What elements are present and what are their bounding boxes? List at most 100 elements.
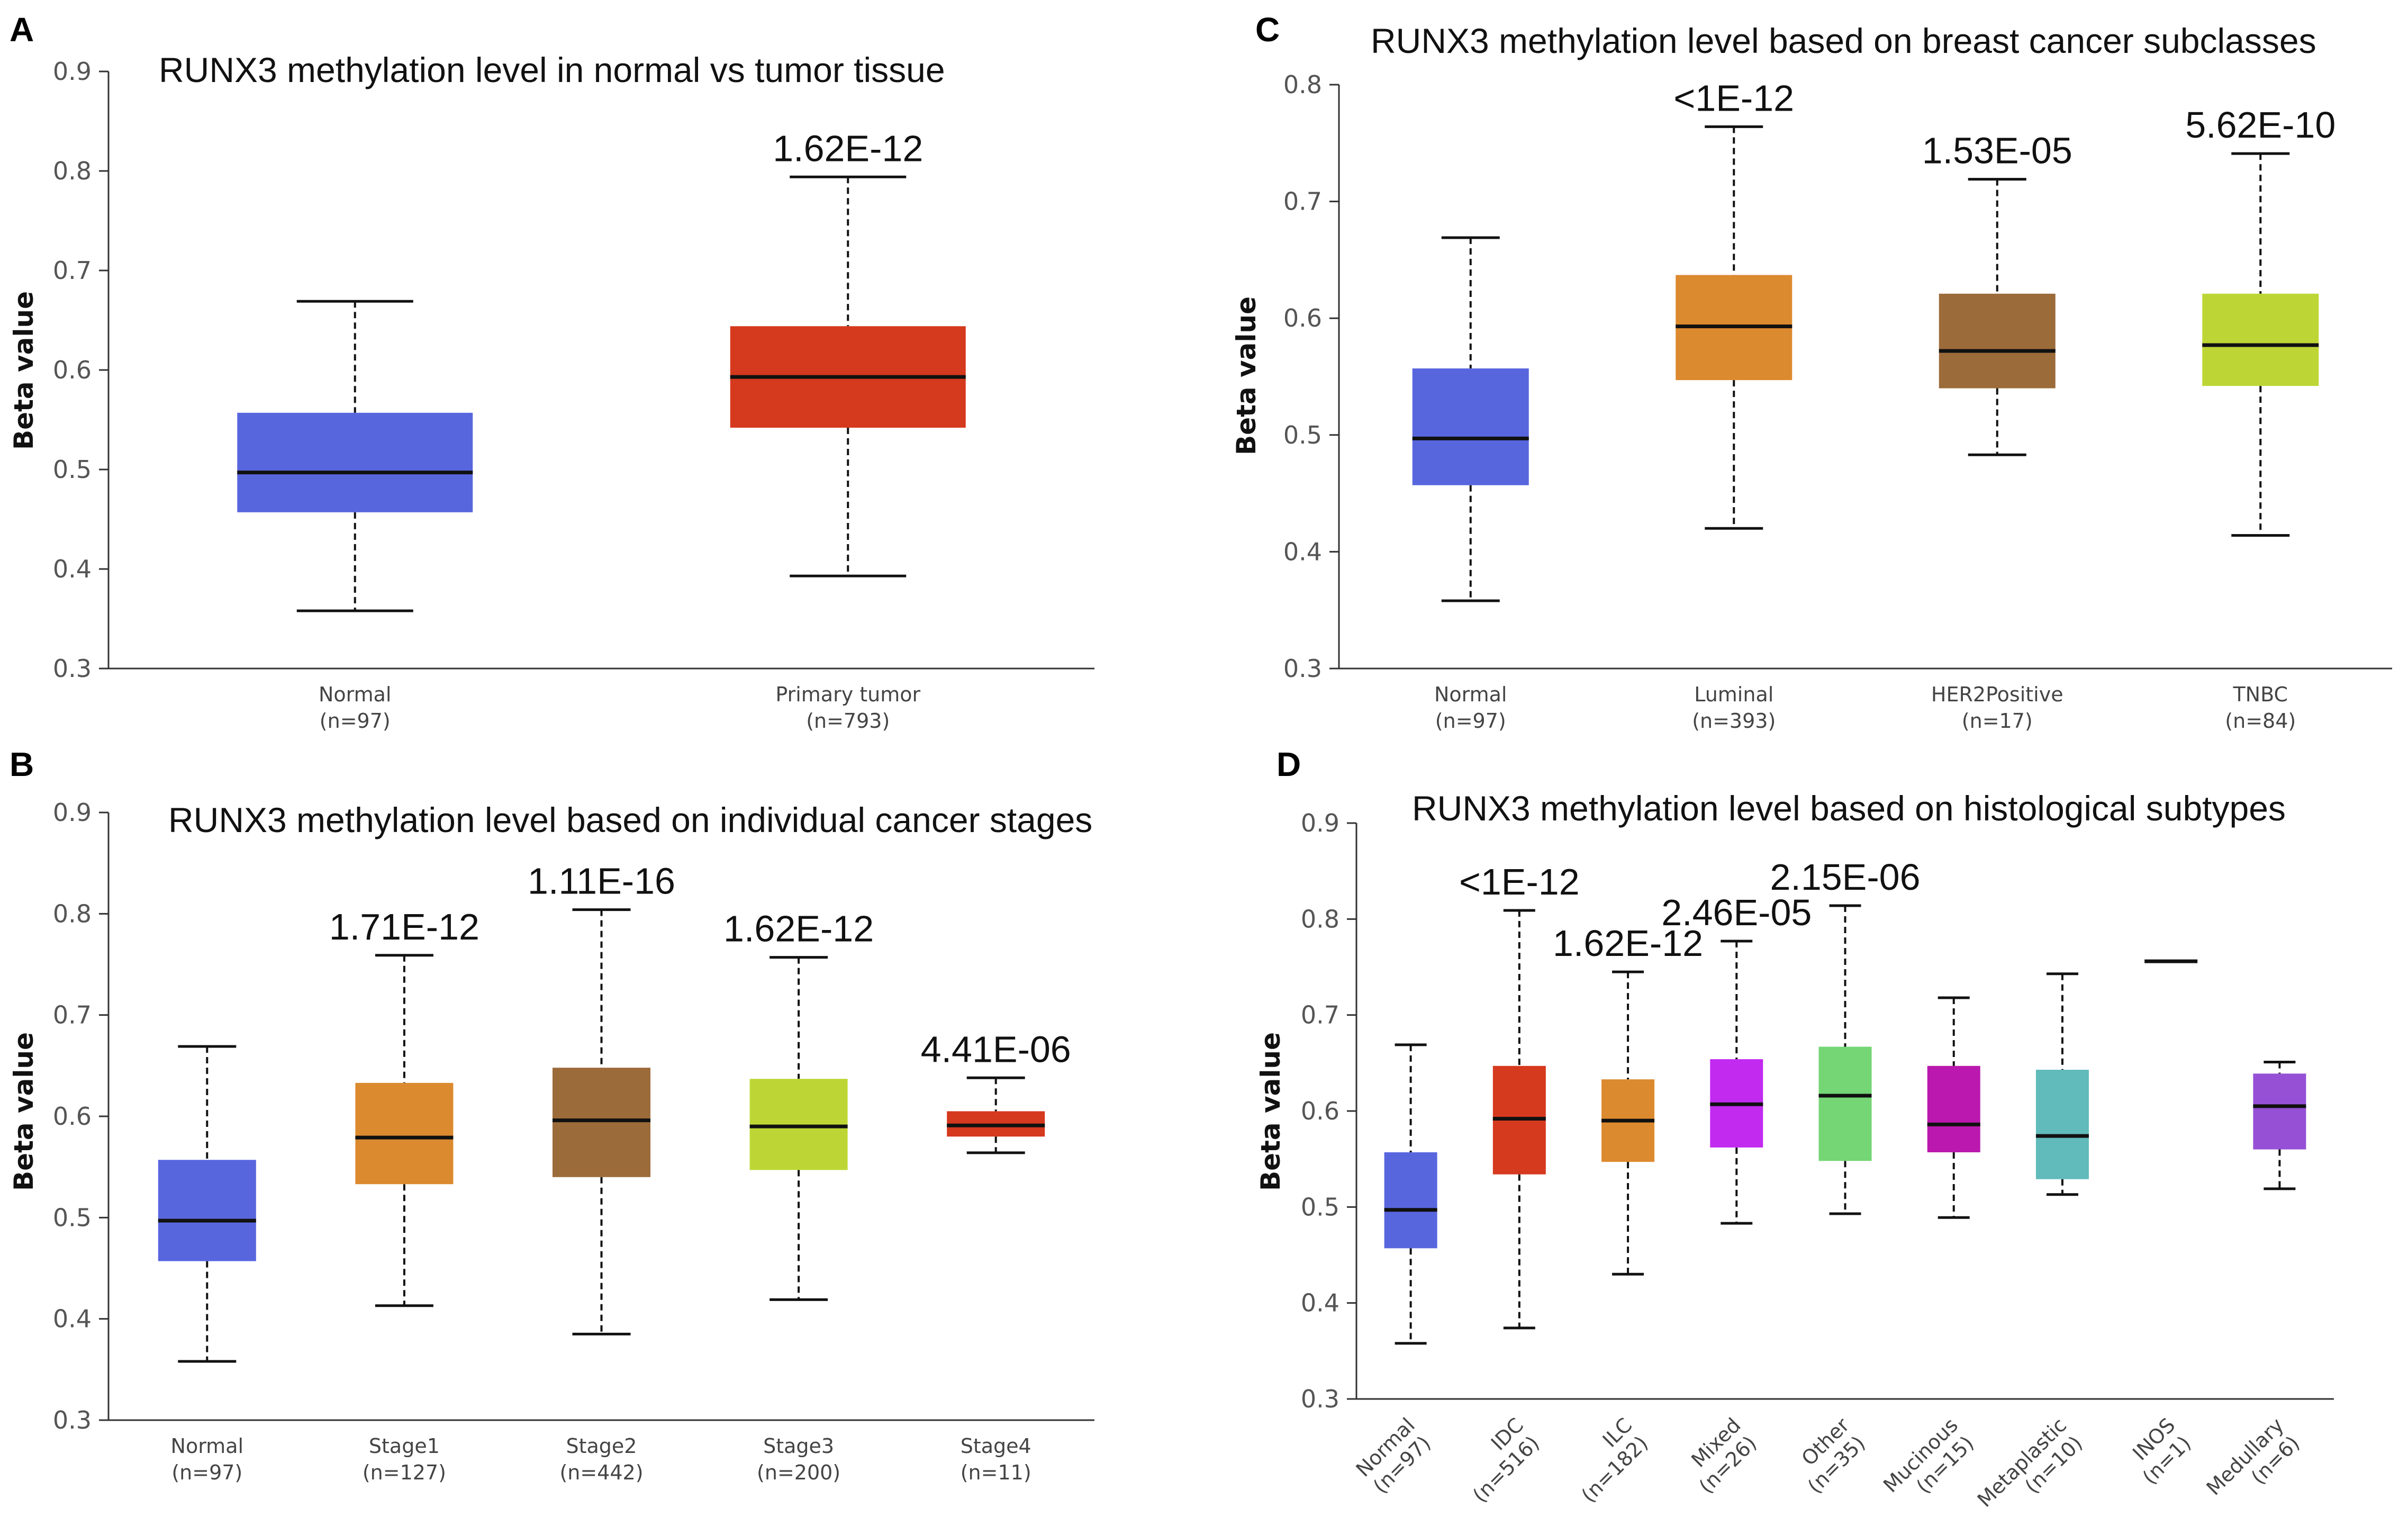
y-tick-label: 0.3: [1283, 654, 1322, 683]
x-category-count: (n=17): [1962, 709, 2033, 733]
y-tick-label: 0.8: [53, 157, 92, 185]
y-tick-label: 0.4: [1283, 537, 1322, 566]
y-tick-label: 0.5: [1301, 1193, 1339, 1221]
y-tick-label: 0.8: [1301, 905, 1339, 933]
box-group-inos: INOS(n=1): [2128, 959, 2198, 1489]
x-category-label: Normal: [1434, 683, 1507, 706]
chart-title-a: RUNX3 methylation level in normal vs tum…: [159, 50, 945, 89]
box-group-luminal: <1E-12 Luminal (n=393): [1673, 77, 1794, 733]
p-value-label: 2.15E-06: [1770, 856, 1920, 898]
p-value-label: 1.53E-05: [1922, 130, 2072, 171]
p-value-label: 1.11E-16: [528, 861, 675, 902]
iqr-box: [749, 1079, 848, 1170]
iqr-box: [1818, 1046, 1872, 1161]
y-tick-label: 0.9: [1301, 809, 1339, 837]
iqr-box: [1412, 368, 1529, 485]
box-group-normal: Normal (n=97): [158, 1045, 256, 1484]
panel-letter-a: A: [10, 11, 34, 49]
y-tick-label: 0.8: [1283, 70, 1322, 99]
y-axis-label-a: Beta value: [8, 291, 39, 450]
y-tick-label: 0.6: [1301, 1097, 1339, 1125]
box-group-stage1: 1.71E-12 Stage1 (n=127): [329, 906, 479, 1484]
y-tick-label: 0.6: [53, 356, 92, 384]
x-category-count: (n=200): [757, 1461, 840, 1484]
y-axis-label-c: Beta value: [1231, 296, 1262, 455]
panel-letter-b: B: [10, 745, 34, 783]
y-tick-label: 0.6: [53, 1102, 92, 1131]
plot-area-b: 0.3 0.4 0.5 0.6 0.7 0.8 0.9 Normal (n=97) 1.71E-1…: [53, 798, 1094, 1484]
p-value-label: <1E-12: [1459, 861, 1580, 902]
iqr-box: [1939, 293, 2056, 389]
p-value-label: 5.62E-10: [2185, 104, 2335, 146]
panel-letter-c: C: [1255, 11, 1280, 49]
panel-letter-d: D: [1277, 745, 1301, 783]
p-value-label: 1.62E-12: [773, 128, 923, 169]
iqr-box: [237, 412, 473, 512]
iqr-box: [1927, 1066, 1980, 1152]
y-tick-label: 0.7: [1301, 1001, 1339, 1030]
y-tick-label: 0.7: [1283, 187, 1322, 216]
iqr-box: [2035, 1070, 2089, 1179]
x-category-label: HER2Positive: [1931, 683, 2063, 706]
plot-area-a: 0.3 0.4 0.5 0.6 0.7 0.8 0.9 Normal (n=97) 1.62E-1…: [53, 57, 1094, 733]
plot-area-d: 0.3 0.4 0.5 0.6 0.7 0.8 0.9 Normal(n=97) <1E-12 I…: [1301, 809, 2334, 1512]
x-category-count: (n=97): [320, 709, 391, 733]
iqr-box: [1384, 1152, 1437, 1249]
box-group-normal: Normal (n=97): [237, 300, 473, 733]
p-value-label: <1E-12: [1673, 77, 1794, 119]
x-category-label: TNBC: [2232, 683, 2288, 706]
chart-title-d: RUNX3 methylation level based on histolo…: [1412, 789, 2286, 828]
plot-area-c: 0.3 0.4 0.5 0.6 0.7 0.8 Normal (n=97) <1E-12 Lumi…: [1283, 70, 2392, 733]
y-tick-label: 0.4: [53, 1305, 92, 1333]
panel-d: D RUNX3 methylation level based on histo…: [1255, 745, 2334, 1512]
box-group-metaplastic: Metaplastic(n=10): [1973, 972, 2089, 1512]
x-category-label: Primary tumor: [775, 683, 920, 706]
box-group-tnbc: 5.62E-10 TNBC (n=84): [2185, 104, 2335, 733]
x-category-count: (n=393): [1692, 709, 1776, 733]
box-group-mucinous: Mucinous(n=15): [1879, 996, 1980, 1498]
y-tick-label: 0.9: [53, 57, 92, 86]
x-category-count: (n=442): [559, 1461, 643, 1484]
y-tick-label: 0.4: [1301, 1289, 1339, 1317]
x-category-count: (n=793): [806, 709, 890, 733]
panel-c: C RUNX3 methylation level based on breas…: [1231, 11, 2392, 733]
p-value-label: 1.62E-12: [1553, 923, 1703, 964]
x-category-count: (n=11): [961, 1461, 1031, 1484]
x-category-count: (n=97): [171, 1461, 242, 1484]
y-axis-label-d: Beta value: [1255, 1032, 1286, 1191]
y-axis-label-b: Beta value: [8, 1032, 39, 1191]
box-group-primary-tumor: 1.62E-12 Primary tumor (n=793): [730, 128, 966, 733]
y-tick-label: 0.3: [1301, 1385, 1339, 1413]
x-category-label: Stage3: [763, 1434, 834, 1458]
y-tick-label: 0.5: [1283, 421, 1322, 449]
panel-a: A RUNX3 methylation level in normal vs t…: [8, 11, 1094, 733]
p-value-label: 4.41E-06: [921, 1028, 1071, 1070]
x-category-label: Normal: [171, 1434, 244, 1458]
y-tick-label: 0.9: [53, 798, 92, 827]
y-tick-label: 0.8: [53, 899, 92, 928]
chart-title-b: RUNX3 methylation level based on individ…: [168, 800, 1092, 839]
iqr-box: [2202, 293, 2319, 386]
x-category-label: Stage4: [961, 1434, 1031, 1458]
y-tick-label: 0.6: [1283, 304, 1322, 332]
chart-title-c: RUNX3 methylation level based on breast …: [1371, 21, 2316, 60]
iqr-box: [553, 1068, 650, 1177]
box-group-normal: Normal(n=97): [1352, 1043, 1437, 1498]
x-category-label: Stage2: [566, 1434, 637, 1458]
box-group-normal: Normal (n=97): [1412, 236, 1529, 733]
x-category-label: Normal: [319, 683, 392, 706]
panel-b: B RUNX3 methylation level based on indiv…: [8, 745, 1094, 1484]
x-category-label: Stage1: [369, 1434, 440, 1458]
y-tick-label: 0.7: [53, 1001, 92, 1030]
box-group-stage2: 1.11E-16 Stage2 (n=442): [528, 861, 675, 1484]
box-group-stage3: 1.62E-12 Stage3 (n=200): [723, 908, 874, 1484]
x-category-count: (n=97): [1435, 709, 1506, 733]
x-category-label: Luminal: [1694, 683, 1773, 706]
y-tick-label: 0.3: [53, 654, 92, 683]
x-category-count: (n=127): [363, 1461, 446, 1484]
box-group-her2positive: 1.53E-05 HER2Positive (n=17): [1922, 130, 2072, 733]
